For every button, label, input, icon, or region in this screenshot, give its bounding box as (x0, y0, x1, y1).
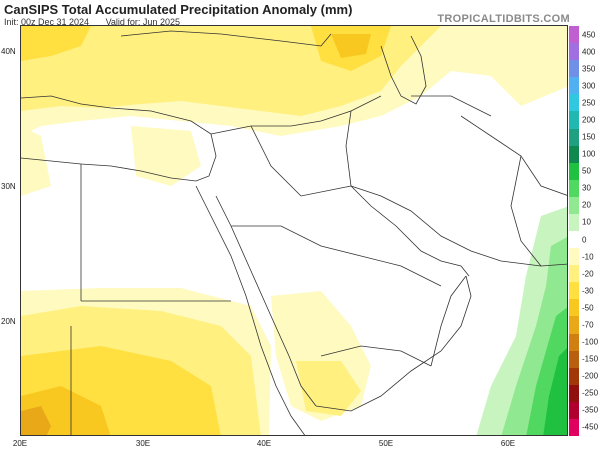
legend-label: -50 (582, 303, 594, 313)
legend-label: 350 (582, 64, 596, 74)
legend-swatch (569, 367, 579, 386)
legend-label: -200 (582, 371, 599, 381)
legend-label: 200 (582, 115, 596, 125)
legend-swatch (569, 299, 579, 317)
legend-label: 150 (582, 132, 596, 142)
legend-swatch (569, 128, 579, 147)
oman-border (430, 275, 467, 367)
geography-lines (21, 30, 567, 435)
afghanistan-border (460, 115, 567, 196)
iraq-border (250, 125, 352, 197)
legend-label: -150 (582, 354, 599, 364)
legend-label: -30 (582, 286, 594, 296)
legend-label: 50 (582, 166, 591, 176)
legend-swatch (569, 179, 579, 198)
legend-swatch (569, 248, 579, 266)
legend-swatch (569, 231, 579, 249)
legend-label: -20 (582, 269, 594, 279)
caucasus-core (331, 34, 371, 58)
yemen-border (320, 345, 432, 367)
saudi-border (231, 225, 442, 287)
legend-label: -450 (582, 422, 599, 432)
color-legend (569, 26, 579, 437)
legend-label: 20 (582, 200, 591, 210)
legend-swatch (569, 265, 579, 283)
legend-swatch (569, 316, 579, 334)
legend-swatch (569, 213, 579, 232)
legend-swatch (569, 94, 579, 112)
iran-border (345, 110, 352, 187)
legend-swatch (569, 401, 579, 420)
sudan-dry-max (21, 406, 51, 435)
legend-label: -10 (582, 252, 594, 262)
map-panel (20, 25, 568, 436)
legend-swatch (569, 196, 579, 215)
levant-dry (131, 126, 201, 186)
yemen-dry-core (296, 361, 361, 416)
legend-label: 10 (582, 217, 591, 227)
page-title: CanSIPS Total Accumulated Precipitation … (4, 2, 353, 17)
black-sea-coast (120, 30, 332, 47)
lat-label: 20N (1, 317, 16, 326)
legend-label: 450 (582, 30, 596, 40)
persian-gulf-coast (350, 185, 470, 277)
iran-coast (350, 185, 567, 267)
lon-label: 20E (12, 439, 28, 448)
east-africa-light (21, 126, 51, 196)
legend-label: -100 (582, 337, 599, 347)
balkans-dry (21, 26, 91, 61)
legend-label: 0 (582, 235, 587, 245)
brand-watermark: TROPICALTIDBITS.COM (437, 13, 570, 25)
subtitle: Init: 00z Dec 31 2024 Valid for: Jun 202… (4, 17, 194, 27)
arabian-peninsula-south-coast (315, 275, 472, 412)
legend-swatch (569, 350, 579, 369)
legend-label: 100 (582, 149, 596, 159)
lon-label: 30E (135, 439, 151, 448)
legend-label: 300 (582, 81, 596, 91)
legend-label: -250 (582, 388, 599, 398)
lat-label: 30N (1, 182, 16, 191)
pakistan-border (510, 155, 542, 267)
legend-swatch (569, 384, 579, 403)
legend-swatch (569, 418, 579, 437)
turkmenistan-border (411, 95, 492, 117)
legend-label: -70 (582, 320, 594, 330)
lat-label: 40N (1, 47, 16, 56)
legend-label: 400 (582, 47, 596, 57)
turkey-border (210, 95, 382, 135)
legend-swatch (569, 60, 579, 78)
legend-label: 30 (582, 183, 591, 193)
lon-label: 60E (500, 439, 516, 448)
caspian-coast (380, 35, 427, 105)
legend-swatch (569, 333, 579, 352)
init-time: Init: 00z Dec 31 2024 (4, 17, 90, 27)
mediterranean-coast (21, 95, 217, 182)
legend-label: 250 (582, 98, 596, 108)
legend-swatch (569, 26, 579, 44)
valid-time: Valid for: Jun 2025 (105, 17, 180, 27)
anomaly-shading (21, 26, 567, 435)
map-canvas (21, 26, 567, 435)
legend-swatch (569, 145, 579, 164)
legend-swatch (569, 282, 579, 300)
arabian-sea-wet-max (543, 348, 567, 435)
lon-label: 50E (378, 439, 394, 448)
red-sea-west-coast (195, 185, 306, 435)
legend-swatch (569, 43, 579, 61)
legend-label: -350 (582, 405, 599, 415)
legend-swatch (569, 111, 579, 129)
lon-label: 40E (256, 439, 272, 448)
legend-swatch (569, 162, 579, 181)
legend-swatch (569, 77, 579, 95)
